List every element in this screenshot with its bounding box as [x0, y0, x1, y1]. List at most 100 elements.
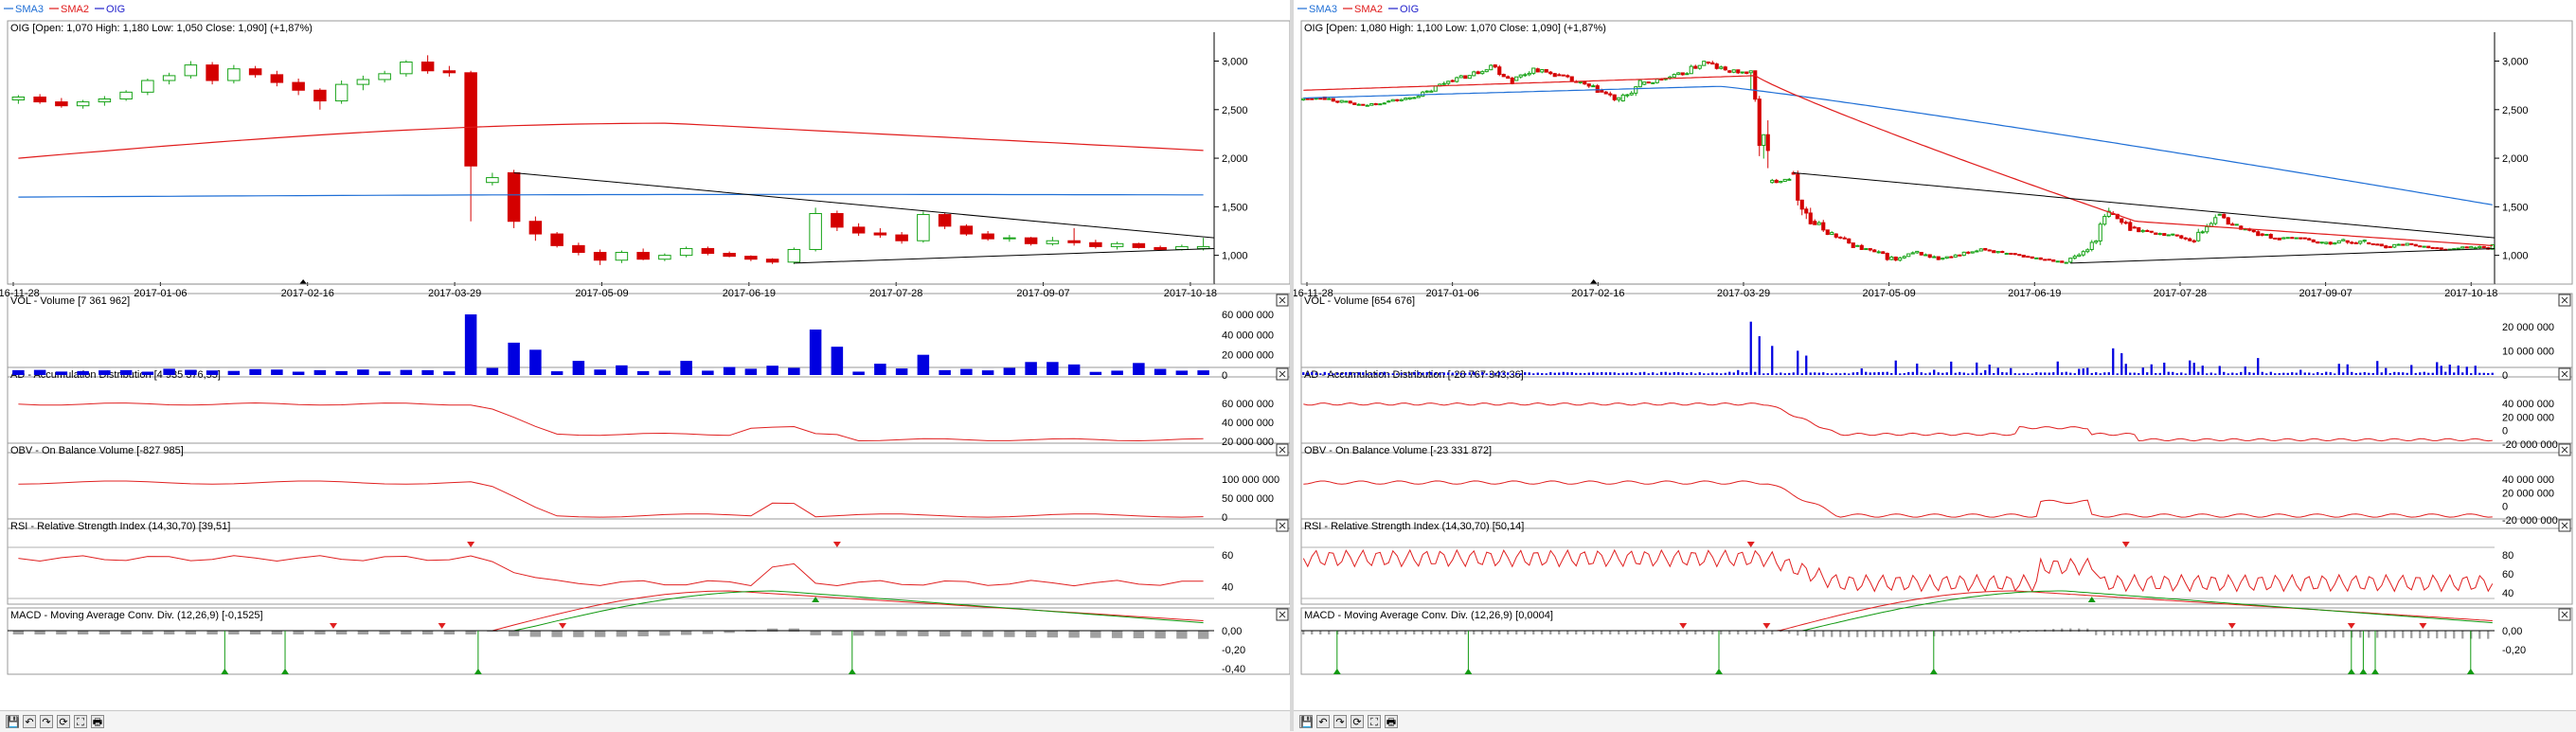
- volume-bar: [1647, 373, 1650, 375]
- obv-line-tick-label: -20 000 000: [2502, 515, 2558, 527]
- refresh-icon[interactable]: ⟳: [1351, 715, 1364, 728]
- volume-bar: [119, 369, 133, 375]
- sma3-line: [18, 193, 1204, 198]
- macd-histogram-bar: [982, 631, 993, 637]
- undo-icon[interactable]: ↶: [1316, 715, 1330, 728]
- refresh-icon[interactable]: ⟳: [57, 715, 70, 728]
- volume-bar: [2030, 373, 2033, 375]
- volume-bar: [1907, 371, 1910, 375]
- volume-bar: [421, 369, 434, 375]
- macd-histogram-bar: [228, 631, 240, 634]
- candle-body: [1523, 74, 1528, 77]
- candle-body: [765, 259, 779, 263]
- candle-body: [2256, 231, 2261, 237]
- volume-bar: [1494, 372, 1496, 375]
- volume-bar: [1541, 373, 1544, 375]
- candle-body: [1961, 251, 1966, 257]
- candle-body: [507, 171, 521, 223]
- volume-bar: [141, 371, 154, 375]
- candle-body: [1458, 75, 1463, 79]
- volume-bar: [2312, 373, 2315, 375]
- date-label: 2017-07-28: [2154, 288, 2207, 299]
- macd-histogram-bar: [659, 631, 671, 636]
- candle-body: [2051, 259, 2056, 262]
- candle-body: [917, 214, 930, 241]
- right-chart-canvas[interactable]: SMA3 SMA2 OIG OIG [Open: 1,080 High: 1,100 …: [1294, 0, 2576, 710]
- candle-body: [723, 253, 736, 258]
- macd-histogram-bar: [465, 631, 476, 634]
- panel-header-rsi: RSI - Relative Strength Index (14,30,70)…: [10, 521, 230, 532]
- volume-bar: [1962, 372, 1965, 375]
- macd-histogram-bar: [2393, 631, 2396, 638]
- volume-bar: [2329, 372, 2332, 375]
- candle-body: [658, 255, 671, 260]
- volume-bar: [1967, 373, 1970, 375]
- close-panel-icon-glyph: [2561, 370, 2568, 378]
- volume-bar: [2197, 371, 2200, 375]
- volume-bar: [1315, 372, 1317, 375]
- volume-bar: [2440, 366, 2442, 375]
- volume-bar: [1754, 371, 1757, 375]
- candle-body: [270, 74, 284, 83]
- volume-bar: [1319, 373, 1322, 375]
- volume-bar: [2218, 366, 2221, 375]
- save-icon[interactable]: 💾: [1299, 715, 1314, 728]
- macd-histogram-bar: [2342, 631, 2345, 638]
- candle-body: [2009, 252, 2013, 255]
- macd-histogram-bar: [2078, 628, 2081, 632]
- volume-bar: [227, 370, 241, 375]
- macd-histogram-bar: [2444, 631, 2447, 639]
- volume-bar: [2453, 372, 2456, 375]
- left-chart-canvas[interactable]: SMA3 SMA2 OIG OIG [Open: 1,070 High: 1,180 …: [0, 0, 1294, 710]
- volume-bar: [1604, 372, 1607, 375]
- volume-bar: [2385, 367, 2388, 375]
- volume-bar: [1468, 372, 1471, 375]
- macd-histogram-bar: [1025, 631, 1037, 637]
- sell-signal-icon: [832, 542, 841, 547]
- fullscreen-icon[interactable]: ⛶: [74, 715, 87, 728]
- sell-signal-icon: [1679, 623, 1688, 629]
- volume-bar: [2052, 372, 2055, 375]
- redo-icon[interactable]: ↷: [1333, 715, 1347, 728]
- date-label: 2017-06-19: [2008, 288, 2061, 299]
- volume-bar: [1323, 371, 1326, 375]
- redo-icon[interactable]: ↷: [40, 715, 53, 728]
- macd-histogram-bar: [2018, 631, 2021, 634]
- print-icon[interactable]: 🖶: [1385, 715, 1398, 728]
- candle-body: [1889, 256, 1894, 260]
- save-icon[interactable]: 💾: [6, 715, 20, 728]
- volume-bar: [2065, 371, 2067, 375]
- volume-bar: [1481, 371, 1484, 375]
- volume-tick-label: 0: [1222, 370, 1227, 382]
- macd-histogram-bar: [1430, 631, 1433, 634]
- candle-body: [1995, 251, 2000, 254]
- close-panel-icon-glyph: [1279, 446, 1286, 454]
- volume-bar: [895, 368, 908, 375]
- macd-histogram-bar: [2282, 631, 2285, 637]
- buy-signal-icon: [1464, 669, 1473, 674]
- macd-tick-label: -0,40: [1222, 664, 1245, 675]
- candle-body: [1110, 242, 1124, 247]
- volume-bar: [1928, 372, 1931, 375]
- print-icon[interactable]: 🖶: [91, 715, 104, 728]
- date-label: 2017-01-06: [134, 288, 187, 299]
- volume-bar: [960, 368, 973, 375]
- window-divider[interactable]: [1290, 0, 1294, 731]
- date-label: 2017-03-29: [428, 288, 481, 299]
- candle-body: [1506, 76, 1511, 80]
- macd-histogram-bar: [1635, 631, 1637, 634]
- volume-bar: [1154, 368, 1167, 375]
- volume-bar: [1882, 371, 1885, 375]
- macd-histogram-bar: [616, 631, 628, 637]
- macd-histogram-bar: [594, 631, 606, 637]
- candle-body: [2102, 216, 2107, 225]
- volume-bar: [2371, 372, 2374, 375]
- volume-bar: [2022, 372, 2025, 375]
- volume-bar: [1941, 372, 1944, 375]
- ad-line-tick-label: 40 000 000: [1222, 418, 1274, 429]
- undo-icon[interactable]: ↶: [23, 715, 36, 728]
- volume-bar: [1834, 372, 1837, 375]
- macd-histogram-bar: [379, 631, 390, 634]
- fullscreen-icon[interactable]: ⛶: [1368, 715, 1381, 728]
- candle-body: [2299, 237, 2303, 240]
